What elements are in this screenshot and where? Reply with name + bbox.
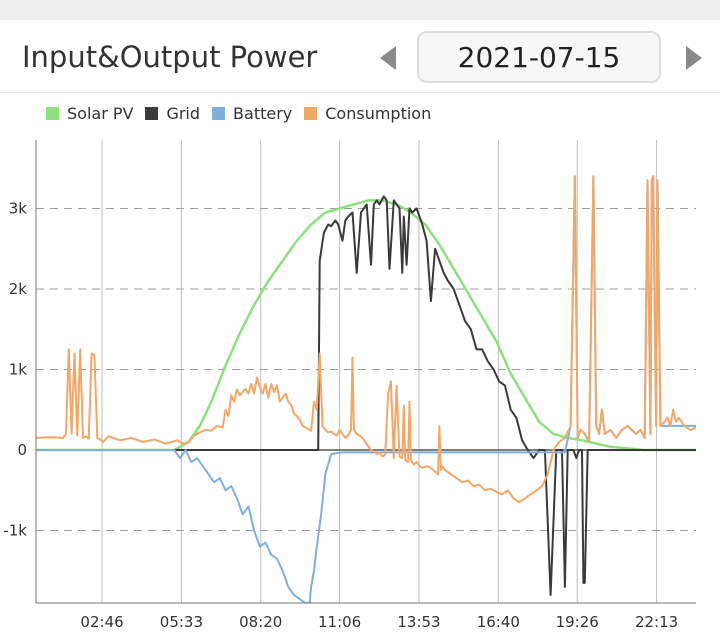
legend-swatch xyxy=(46,106,59,120)
legend-swatch xyxy=(145,106,159,120)
legend-label: Consumption xyxy=(325,103,432,123)
x-tick-label: 19:26 xyxy=(556,613,599,631)
legend-item[interactable]: Grid xyxy=(145,104,200,123)
page-title: Input&Output Power xyxy=(22,40,318,74)
x-tick-label: 22:13 xyxy=(635,613,678,631)
x-tick-label: 08:20 xyxy=(239,613,282,631)
y-tick-label: 2k xyxy=(9,280,28,298)
series-line-battery xyxy=(36,175,696,603)
series-lines xyxy=(36,175,696,603)
legend-label: Battery xyxy=(233,103,293,123)
series-line-consumption xyxy=(36,175,696,504)
header-divider xyxy=(0,92,720,93)
y-tick-label: -1k xyxy=(3,522,27,540)
series-line-solar-pv xyxy=(36,199,696,452)
legend-item[interactable]: Consumption xyxy=(304,104,431,123)
date-selector[interactable]: 2021-07-15 xyxy=(417,31,661,83)
legend-item[interactable]: Solar PV xyxy=(46,104,133,123)
y-tick-label: 1k xyxy=(9,360,28,378)
header-bar: Input&Output Power 2021-07-15 xyxy=(0,20,720,92)
x-tick-label: 16:40 xyxy=(477,613,520,631)
legend-label: Solar PV xyxy=(67,103,134,123)
chart-legend: Solar PV Grid Battery Consumption xyxy=(46,103,443,123)
x-tick-label: 02:46 xyxy=(80,613,123,631)
next-date-icon[interactable] xyxy=(686,46,702,70)
legend-swatch xyxy=(304,106,318,120)
grid-lines xyxy=(36,140,696,603)
y-tick-label: 0 xyxy=(17,441,27,459)
x-tick-label: 05:33 xyxy=(160,613,203,631)
top-strip xyxy=(0,0,720,20)
legend-label: Grid xyxy=(166,103,201,123)
series-line-grid xyxy=(36,195,696,596)
legend-swatch xyxy=(212,106,226,120)
tick-labels: 02:46 05:33 08:20 11:06 13:53 16:40 19:26 22:13… xyxy=(3,199,678,631)
axes xyxy=(35,140,696,604)
previous-date-icon[interactable] xyxy=(380,46,396,70)
y-tick-label: 3k xyxy=(9,199,28,217)
legend-item[interactable]: Battery xyxy=(212,104,292,123)
x-tick-label: 13:53 xyxy=(397,613,440,631)
x-tick-label: 11:06 xyxy=(318,613,361,631)
